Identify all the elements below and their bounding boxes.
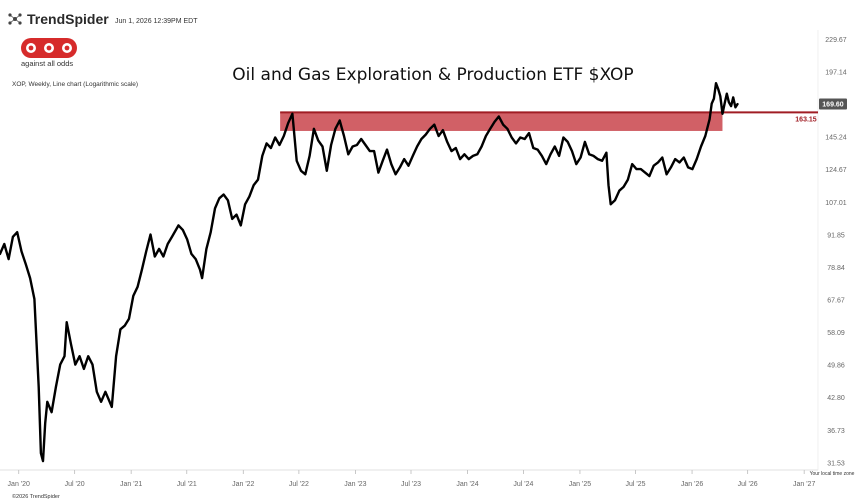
trendspider-logo-icon bbox=[8, 13, 22, 25]
brand-name: TrendSpider bbox=[27, 11, 109, 27]
x-tick-label: Jul '25 bbox=[626, 481, 646, 488]
x-tick-label: Jan '24 bbox=[456, 481, 478, 488]
logo-tagline: against all odds bbox=[21, 59, 73, 68]
x-tick-label: Jan '21 bbox=[120, 481, 142, 488]
y-axis-ticks: 229.67 197.14 145.24 124.67 107.01 91.85 78.84… bbox=[825, 37, 847, 468]
y-tick-label: 91.85 bbox=[827, 232, 845, 239]
x-tick-label: Jul '22 bbox=[289, 481, 309, 488]
price-label-layer: 169.60 163.15 bbox=[795, 98, 847, 123]
x-tick-label: Jan '22 bbox=[232, 481, 254, 488]
footer-copyright: ©2026 TrendSpider bbox=[12, 493, 60, 500]
x-tick-label: Jul '20 bbox=[65, 481, 85, 488]
y-tick-label: 124.67 bbox=[825, 167, 847, 174]
chart-title: Oil and Gas Exploration & Production ETF… bbox=[232, 65, 633, 85]
y-tick-label: 67.67 bbox=[827, 298, 845, 305]
y-tick-label: 36.73 bbox=[827, 428, 845, 435]
resistance-zone-layer bbox=[280, 111, 818, 131]
x-tick-label: Jan '23 bbox=[344, 481, 366, 488]
chart-datetime: Jun 1, 2026 12:39PM EDT bbox=[115, 18, 198, 25]
chart-subtitle: XOP, Weekly, Line chart (Logarithmic sca… bbox=[12, 81, 138, 88]
y-tick-label: 229.67 bbox=[825, 37, 847, 44]
x-tick-label: Jan '25 bbox=[569, 481, 591, 488]
x-tick-label: Jul '26 bbox=[738, 481, 758, 488]
level-price-label: 163.15 bbox=[795, 116, 817, 123]
x-tick-label: Jan '27 bbox=[793, 481, 815, 488]
y-tick-label: 49.86 bbox=[827, 363, 845, 370]
y-tick-label: 31.53 bbox=[827, 460, 845, 467]
y-tick-label: 197.14 bbox=[825, 69, 847, 76]
y-tick-label: 145.24 bbox=[825, 135, 847, 142]
y-tick-label: 107.01 bbox=[825, 200, 847, 207]
y-tick-label: 42.80 bbox=[827, 395, 845, 402]
x-tick-label: Jan '26 bbox=[681, 481, 703, 488]
x-tick-label: Jan '20 bbox=[8, 481, 30, 488]
series-layer bbox=[0, 82, 739, 463]
last-price-label: 169.60 bbox=[822, 102, 844, 109]
y-tick-label: 78.84 bbox=[827, 265, 845, 272]
x-tick-label: Jul '23 bbox=[401, 481, 421, 488]
y-tick-label: 58.09 bbox=[827, 330, 845, 337]
timezone-note: Your local time zone bbox=[810, 471, 855, 477]
price-series-line bbox=[0, 82, 739, 463]
x-tick-label: Jul '21 bbox=[177, 481, 197, 488]
x-axis-ticks: Jan '20 Jul '20 Jan '21 Jul '21 Jan '22 Jul '… bbox=[8, 470, 815, 488]
aao-logo-icon bbox=[21, 38, 77, 58]
last-price-badge bbox=[819, 98, 847, 110]
x-tick-label: Jul '24 bbox=[513, 481, 533, 488]
